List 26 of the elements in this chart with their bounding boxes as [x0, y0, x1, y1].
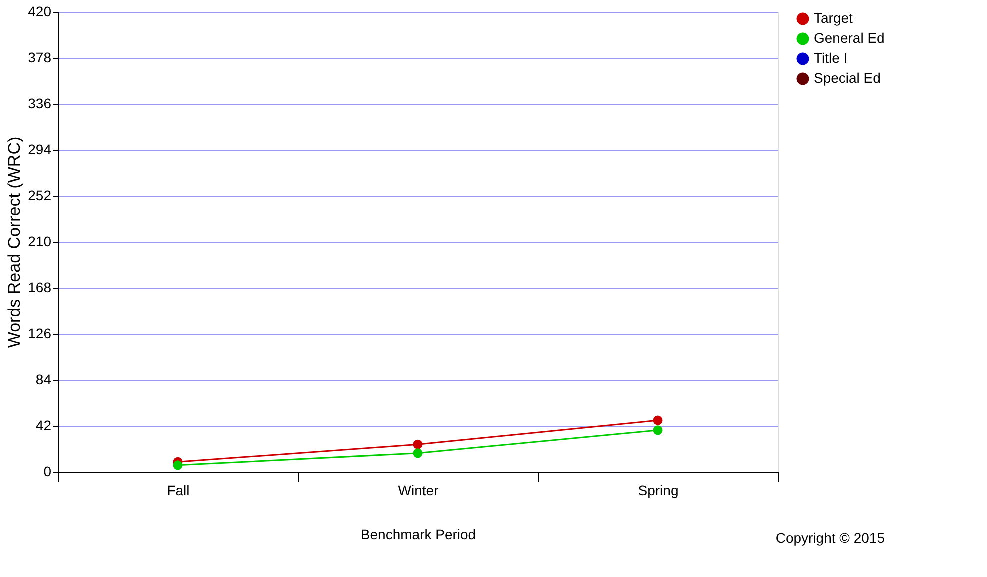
y-tick-label: 294 — [28, 142, 52, 158]
legend-label: Title I — [814, 50, 848, 66]
point — [653, 426, 663, 436]
point — [413, 448, 423, 458]
legend-label: General Ed — [814, 30, 885, 46]
y-tick-label: 210 — [28, 234, 52, 250]
legend-label: Special Ed — [814, 70, 881, 86]
y-tick-label: 84 — [36, 372, 52, 388]
y-tick-label: 0 — [44, 464, 52, 480]
text: Copyright © 2015 — [776, 530, 886, 546]
y-tick-label: 126 — [28, 326, 52, 342]
x-axis-title: Benchmark Period — [360, 526, 476, 542]
y-tick-label: 378 — [28, 50, 52, 66]
y-tick-label: 42 — [36, 418, 52, 434]
y-tick-label: 168 — [28, 280, 52, 296]
x-tick-label: Winter — [398, 482, 440, 498]
point — [413, 440, 423, 450]
y-axis-title: Words Read Correct (WRC) — [5, 136, 24, 348]
y-tick-label: 420 — [28, 4, 52, 20]
x-tick-label: Fall — [167, 482, 190, 498]
y-tick-label: 336 — [28, 96, 52, 112]
x-tick-label: Spring — [638, 482, 679, 498]
point — [653, 416, 663, 426]
y-tick-label: 252 — [28, 188, 52, 204]
point — [173, 460, 183, 470]
legend-label: Target — [814, 10, 854, 26]
